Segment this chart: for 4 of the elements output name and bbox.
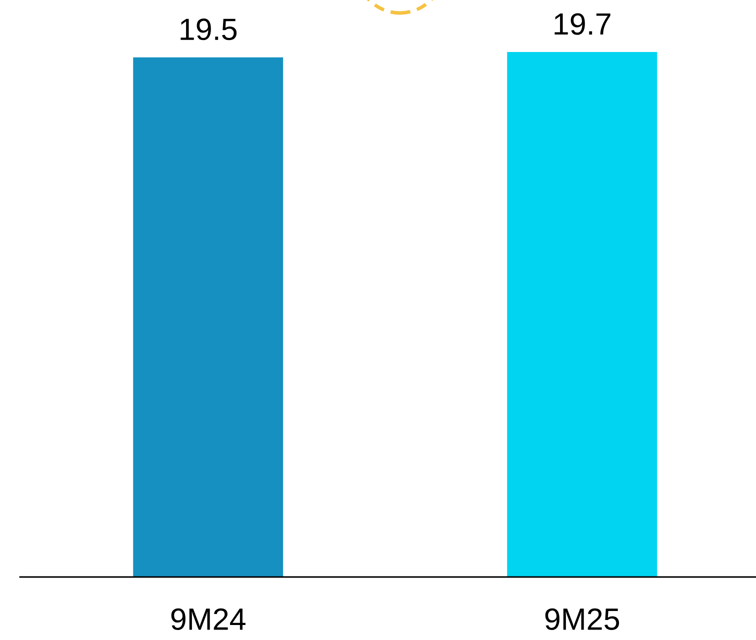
x-tick-label: 9M25 xyxy=(545,608,620,630)
x-tick-label: 9M24 xyxy=(171,608,246,630)
data-label: 19.7 xyxy=(554,13,610,35)
data-label: 19.5 xyxy=(180,18,237,40)
